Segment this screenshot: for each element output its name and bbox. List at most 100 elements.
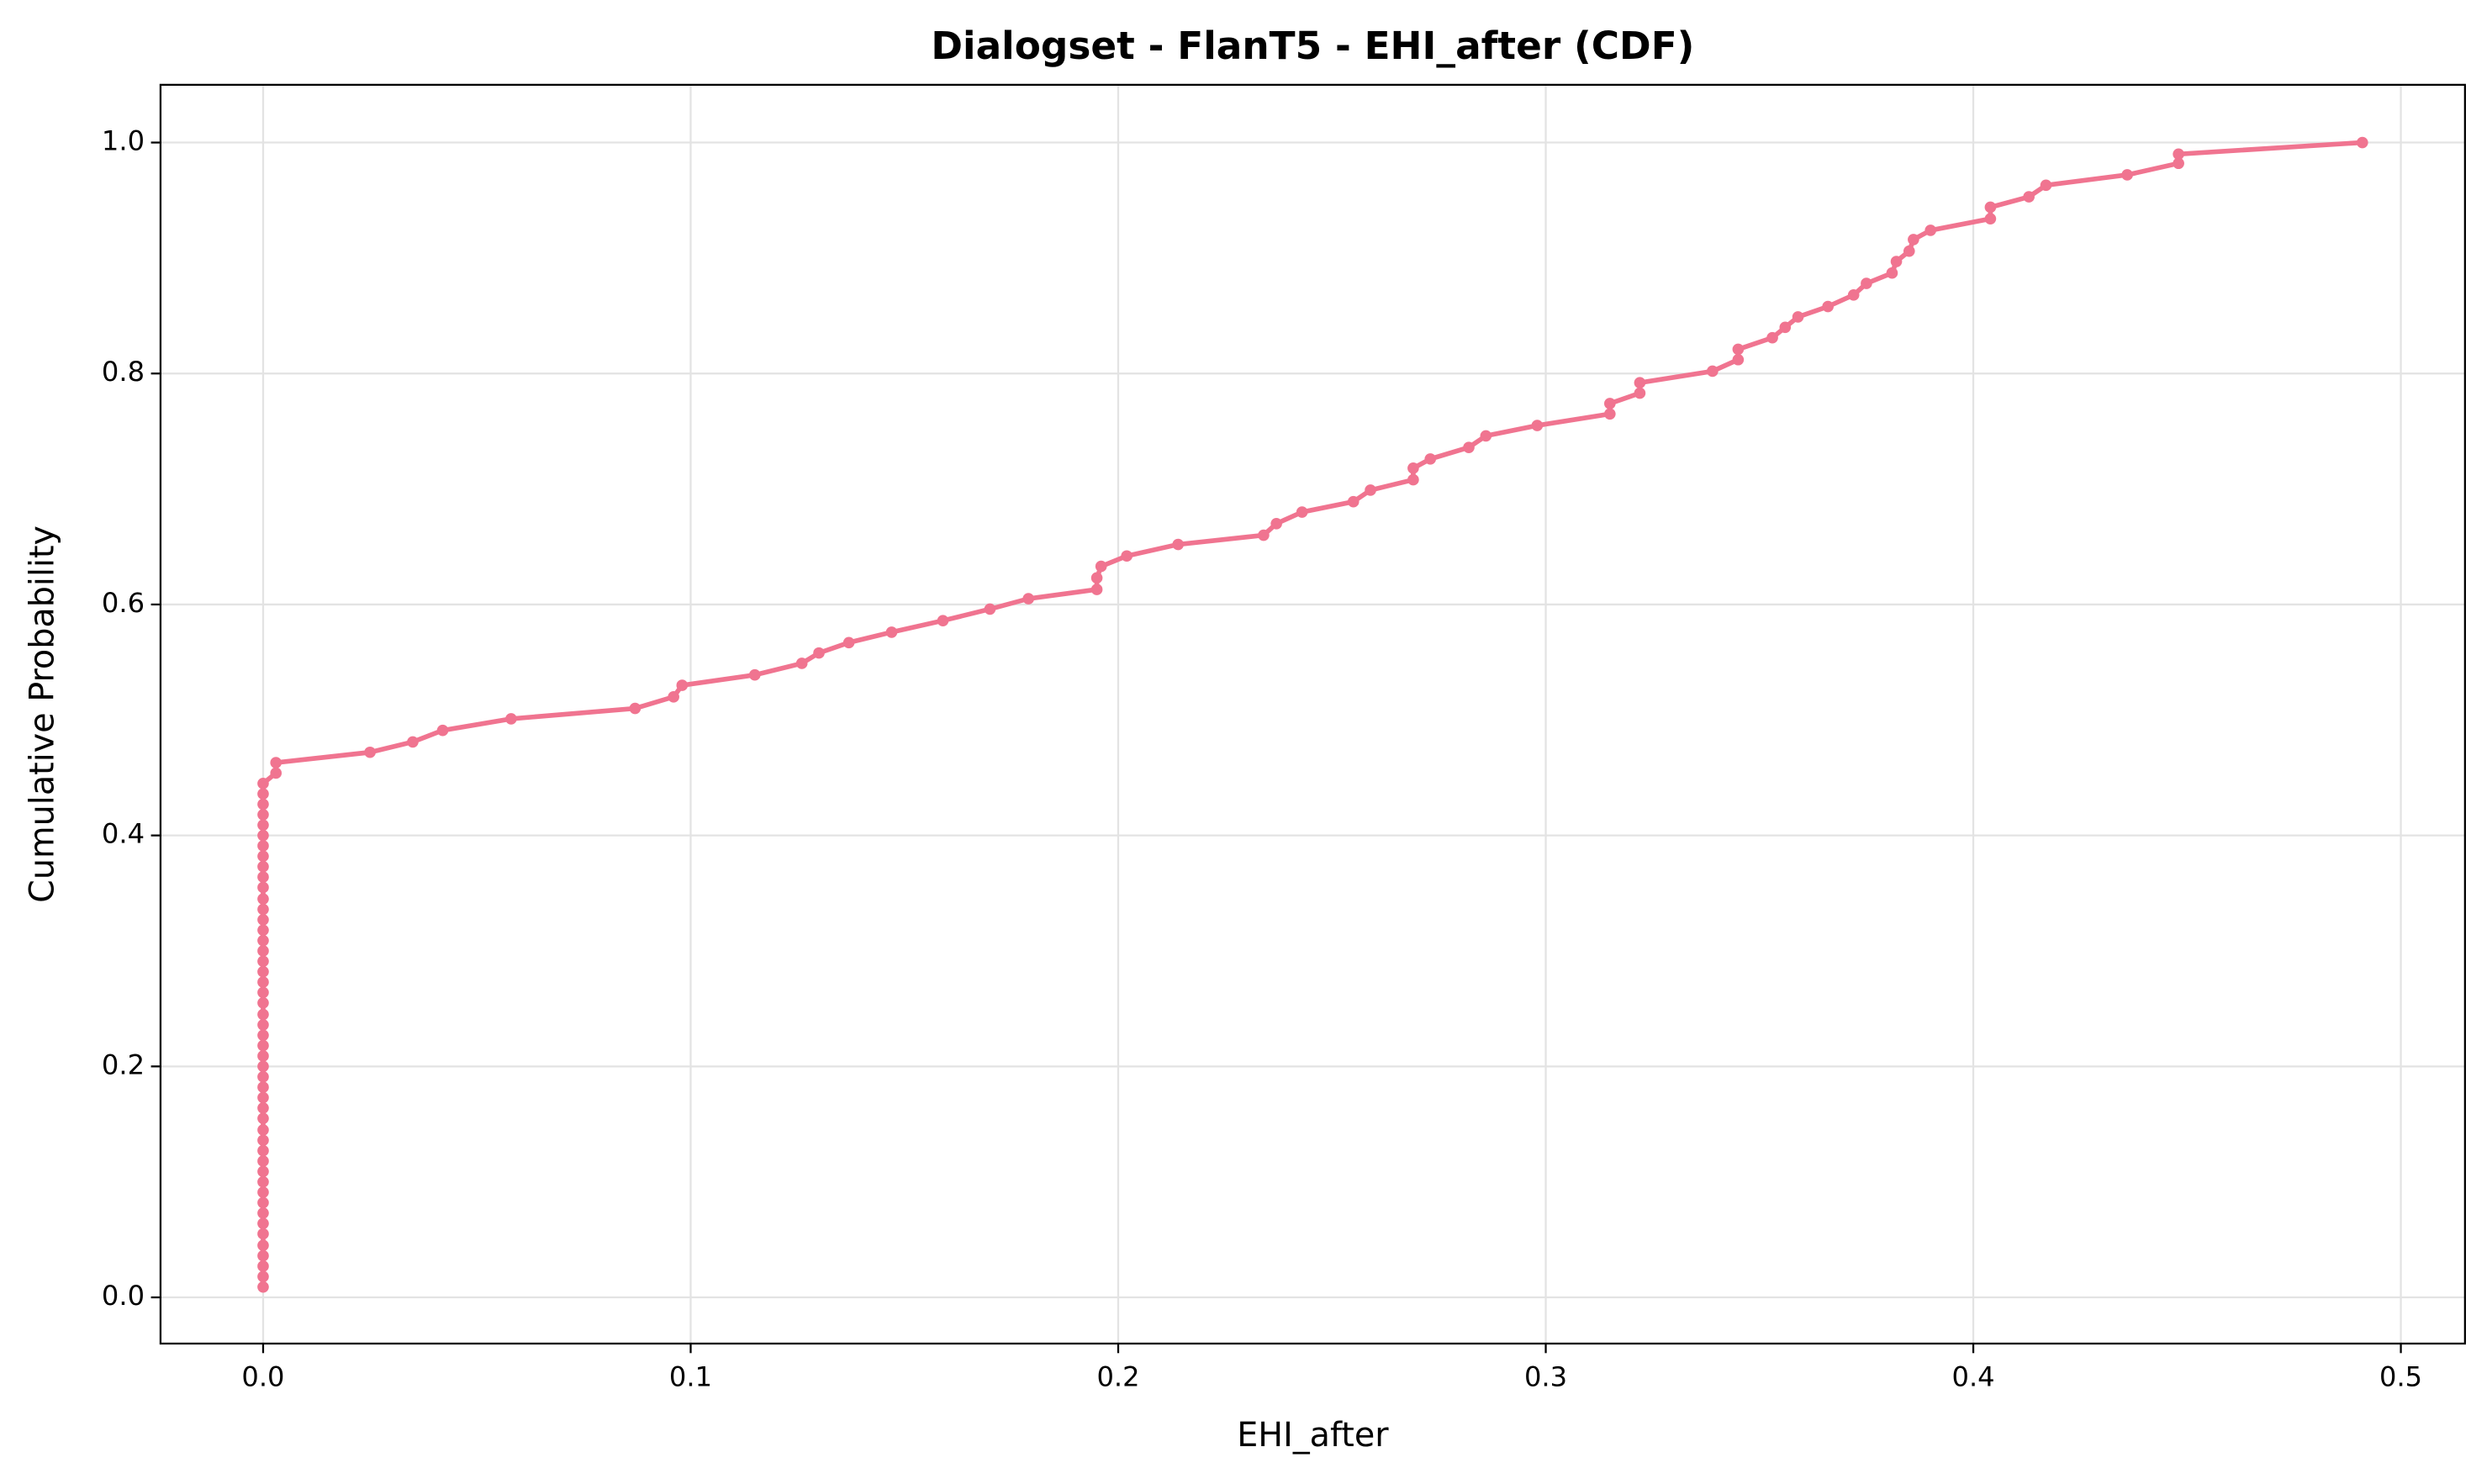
point [2023, 191, 2035, 203]
point [1347, 495, 1360, 508]
point [257, 1101, 269, 1114]
point [257, 778, 269, 790]
x-tick-label: 0.5 [2379, 1361, 2422, 1393]
point [257, 955, 269, 968]
point [1984, 213, 1997, 224]
point [257, 1060, 269, 1073]
point [1924, 224, 1937, 236]
point [257, 1186, 269, 1198]
point [257, 1281, 269, 1293]
point [1779, 321, 1792, 334]
x-axis-label: EHI_after [1237, 1416, 1389, 1455]
point [270, 767, 282, 779]
point [885, 626, 898, 638]
point [1732, 343, 1745, 356]
point [407, 736, 419, 748]
point [748, 668, 761, 681]
point [257, 881, 269, 894]
point [1270, 517, 1282, 530]
point [257, 860, 269, 873]
y-tick-label: 1.0 [102, 125, 145, 157]
point [984, 603, 996, 615]
point [257, 788, 269, 800]
x-tick-label: 0.3 [1524, 1361, 1567, 1393]
point [257, 798, 269, 811]
point [1766, 331, 1778, 344]
point [1707, 365, 1719, 378]
point [257, 1050, 269, 1062]
point [257, 976, 269, 988]
point [257, 1008, 269, 1021]
point [1022, 593, 1035, 605]
point [937, 615, 949, 626]
point [257, 1207, 269, 1219]
point [436, 724, 449, 737]
chart-title: Dialogset - FlanT5 - EHI_after (CDF) [931, 24, 1694, 68]
point [1822, 300, 1834, 313]
point [1090, 584, 1103, 595]
point [257, 1196, 269, 1209]
point [1890, 256, 1903, 267]
point [364, 746, 376, 758]
point [257, 1134, 269, 1147]
point [1604, 398, 1616, 409]
point [257, 1270, 269, 1283]
point [257, 996, 269, 1009]
point [257, 1249, 269, 1262]
point [257, 1019, 269, 1031]
x-tick-label: 0.2 [1096, 1361, 1139, 1393]
point [257, 1175, 269, 1188]
point [2173, 148, 2184, 161]
point [1847, 289, 1860, 301]
point [676, 679, 689, 691]
point [270, 757, 282, 768]
point [1296, 506, 1308, 518]
point [1634, 377, 1646, 389]
point [1407, 473, 1419, 486]
point [842, 636, 855, 649]
point [257, 893, 269, 905]
point [2040, 179, 2052, 192]
point [257, 1070, 269, 1083]
point [1861, 277, 1872, 289]
point [1792, 311, 1804, 323]
point [257, 829, 269, 842]
point [257, 1228, 269, 1240]
point [257, 1217, 269, 1229]
point [1121, 550, 1132, 562]
point [1407, 462, 1419, 474]
point [257, 945, 269, 957]
y-tick-label: 0.2 [102, 1048, 145, 1080]
point [1908, 234, 1919, 246]
point [795, 658, 808, 669]
point [257, 934, 269, 947]
point [257, 1112, 269, 1124]
point [257, 924, 269, 937]
point [1886, 267, 1898, 279]
point [1258, 529, 1270, 541]
x-tick-label: 0.1 [669, 1361, 712, 1393]
point [1634, 387, 1646, 399]
plot-frame [159, 83, 2466, 1345]
point [257, 840, 269, 852]
point [257, 1124, 269, 1136]
point [1095, 560, 1107, 573]
x-tick-label: 0.4 [1952, 1361, 1995, 1393]
point [2121, 169, 2133, 181]
cdf-line [261, 140, 2363, 1287]
point [257, 914, 269, 926]
y-tick-label: 0.4 [102, 818, 145, 850]
point [257, 1091, 269, 1104]
point [257, 1039, 269, 1052]
y-tick-label: 0.0 [102, 1280, 145, 1312]
point [629, 702, 641, 715]
point [505, 713, 517, 725]
point [257, 809, 269, 821]
point [257, 871, 269, 883]
point [1463, 441, 1475, 453]
x-tick-label: 0.0 [241, 1361, 284, 1393]
point [1531, 420, 1544, 431]
point [1090, 572, 1103, 584]
point [668, 691, 679, 703]
